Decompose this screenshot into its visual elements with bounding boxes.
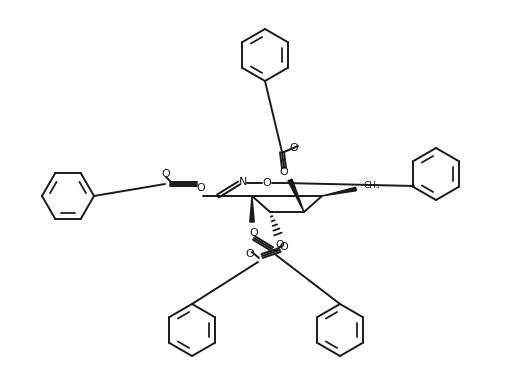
Text: O: O <box>280 242 288 252</box>
Text: O: O <box>280 167 288 177</box>
Polygon shape <box>288 179 304 212</box>
Text: O: O <box>246 249 254 259</box>
Text: O: O <box>290 143 298 153</box>
Text: O: O <box>196 183 205 193</box>
Text: O: O <box>250 228 258 238</box>
Polygon shape <box>250 196 254 222</box>
Polygon shape <box>322 187 356 196</box>
Text: O: O <box>276 240 285 250</box>
Text: CH₃: CH₃ <box>363 182 380 191</box>
Text: O: O <box>162 169 171 179</box>
Text: O: O <box>262 178 271 188</box>
Text: N: N <box>239 177 247 187</box>
